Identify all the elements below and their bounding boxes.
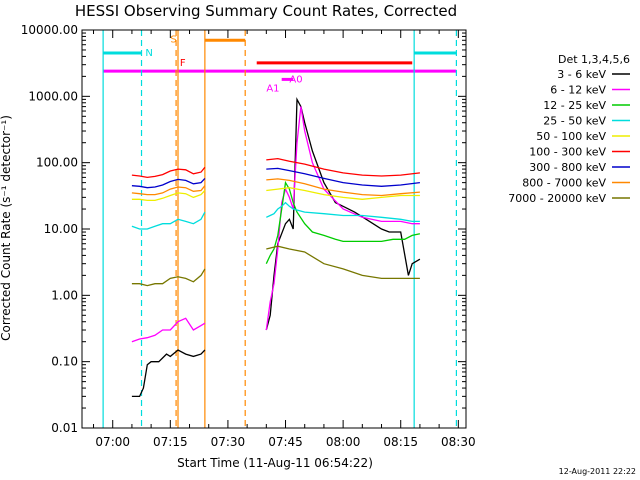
legend-entry-label: 25 - 50 keV	[543, 115, 606, 128]
legend-entry-label: 3 - 6 keV	[557, 68, 606, 81]
vertical-markers	[102, 30, 457, 428]
series-line	[266, 187, 420, 200]
y-axis-label: Corrected Count Rate (s⁻¹ detector⁻¹)	[0, 115, 13, 341]
legend-entry-label: 800 - 7000 keV	[522, 177, 606, 190]
y-tick-label: 0.01	[51, 421, 78, 435]
series-line	[131, 185, 206, 196]
y-tick-label: 100.00	[36, 156, 78, 170]
series-line	[265, 106, 420, 331]
legend-entry-label: 12 - 25 keV	[543, 99, 606, 112]
x-axis: 07:00 07:15 07:30 07:45 08:00 08:15 08:30	[93, 30, 476, 449]
x-tick-label: 07:45	[268, 435, 303, 449]
x-tick-label: 08:00	[326, 435, 361, 449]
series-line	[266, 201, 420, 223]
flag-label: N	[145, 48, 152, 59]
legend: Det 1,3,4,5,6 3 - 6 keV 6 - 12 keV 12 - 25 …	[508, 53, 630, 205]
flag-label: A0	[289, 74, 302, 85]
x-tick-label: 08:15	[383, 435, 418, 449]
series-line	[265, 180, 421, 264]
series-line	[131, 349, 206, 398]
data-series	[131, 96, 421, 398]
flag-label: A1	[266, 84, 279, 95]
legend-entry-label: 300 - 800 keV	[529, 161, 606, 174]
x-axis-label: Start Time (11-Aug-11 06:54:22)	[177, 456, 373, 470]
flag-bars: N S F A0 A1	[103, 34, 457, 95]
y-tick-label: 0.10	[51, 355, 78, 369]
series-line	[131, 166, 206, 179]
series-line	[131, 211, 206, 230]
series-line	[266, 167, 420, 187]
series-line	[131, 317, 206, 343]
legend-entry-label: 50 - 100 keV	[536, 130, 606, 143]
flag-label: F	[180, 58, 186, 69]
y-axis: 10000.00 1000.00 100.00 10.00 1.00 0.10 0.01	[21, 23, 466, 435]
flag-label: S	[170, 34, 176, 45]
series-line	[266, 157, 420, 177]
series-line	[266, 178, 420, 197]
chart-title: HESSI Observing Summary Count Rates, Cor…	[75, 2, 457, 20]
x-tick-label: 07:00	[95, 435, 130, 449]
y-tick-label: 10000.00	[21, 23, 78, 37]
footer-timestamp: 12-Aug-2011 22:22	[559, 467, 636, 476]
y-tick-label: 1.00	[51, 288, 78, 302]
x-tick-label: 08:30	[441, 435, 476, 449]
series-line	[131, 190, 206, 202]
series-line	[131, 177, 206, 189]
legend-title: Det 1,3,4,5,6	[558, 53, 630, 66]
x-tick-label: 07:15	[153, 435, 188, 449]
legend-entry-label: 6 - 12 keV	[550, 84, 606, 97]
x-tick-label: 07:30	[211, 435, 246, 449]
y-tick-label: 1000.00	[28, 89, 78, 103]
legend-entry-label: 100 - 300 keV	[529, 146, 606, 159]
series-line	[265, 96, 421, 331]
series-line	[266, 245, 420, 280]
y-tick-label: 10.00	[44, 222, 78, 236]
series-line	[131, 268, 206, 287]
legend-entry-label: 7000 - 20000 keV	[508, 192, 606, 205]
